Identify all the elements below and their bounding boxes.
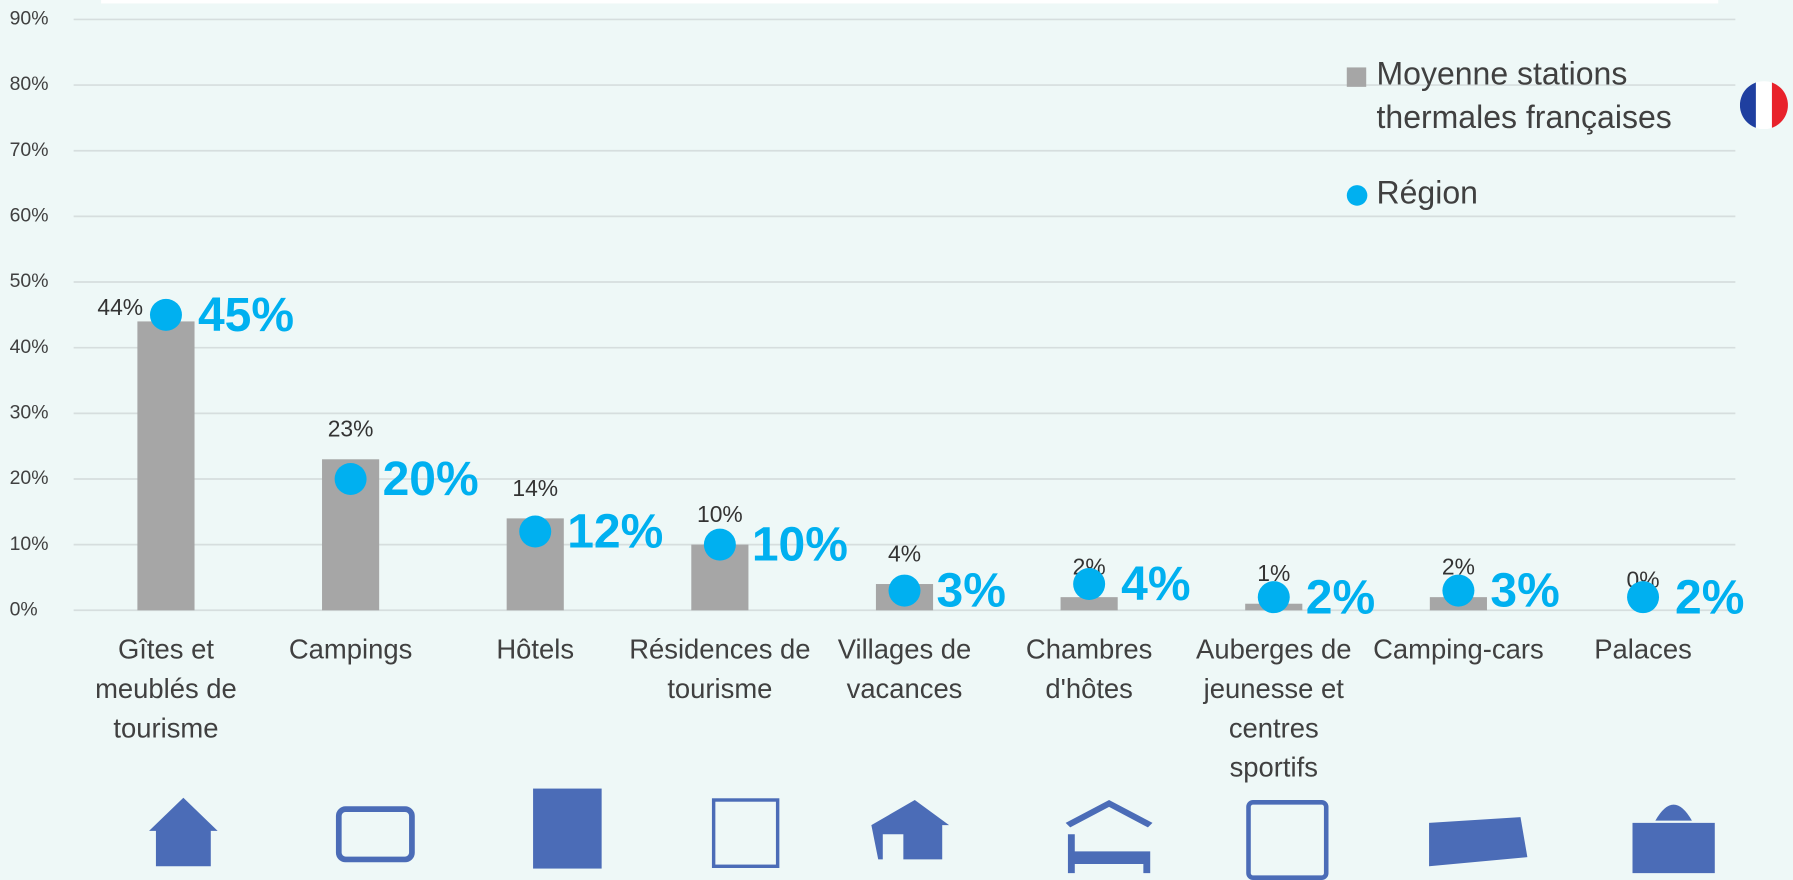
icon-hotel <box>533 788 602 869</box>
dot <box>519 515 552 548</box>
flag <box>1739 81 1788 130</box>
x-tick-label: Auberges de jeunesse et centres sportifs <box>1196 634 1351 783</box>
x-tick-label: Villages de vacances <box>838 634 972 704</box>
legend-swatch <box>1346 67 1367 87</box>
bar <box>137 321 195 611</box>
x-tick-label: Gîtes et meublés de tourisme <box>95 634 237 744</box>
dot <box>334 462 367 495</box>
y-tick-label: 40% <box>10 336 49 358</box>
dot-value-label: 12% <box>567 506 663 559</box>
legend-label: Région <box>1377 175 1478 211</box>
icon-house <box>149 797 218 867</box>
icon-camping <box>335 806 415 863</box>
dot-value-label: 20% <box>383 453 479 506</box>
dot <box>1257 581 1290 614</box>
y-tick-label: 90% <box>10 8 49 30</box>
icon-village <box>871 800 950 860</box>
icon-chambres <box>1065 800 1153 874</box>
bar-value-label: 4% <box>888 540 921 566</box>
bar-value-label: 14% <box>512 475 558 501</box>
dot-value-label: 2% <box>1675 571 1744 624</box>
x-tick-label: Campings <box>289 634 412 665</box>
dot <box>149 298 182 331</box>
dot <box>1627 581 1660 614</box>
legend-label: Moyenne stations thermales françaises <box>1377 56 1672 135</box>
dot <box>703 528 736 561</box>
bar-value-label: 44% <box>97 294 143 320</box>
x-tick-label: Palaces <box>1594 634 1692 665</box>
y-tick-label: 30% <box>10 401 49 423</box>
dot <box>1073 568 1106 601</box>
y-tick-label: 50% <box>10 270 49 292</box>
x-tick-label: Chambres d'hôtes <box>1026 634 1152 704</box>
dot-value-label: 45% <box>198 289 294 342</box>
y-tick-label: 20% <box>10 467 49 489</box>
y-tick-label: 10% <box>10 533 49 555</box>
icon-residence <box>711 798 780 868</box>
x-tick-label: Résidences de tourisme <box>629 634 810 704</box>
y-tick-label: 70% <box>10 139 49 161</box>
dot-value-label: 10% <box>752 519 848 572</box>
icon-camping-car <box>1429 817 1528 867</box>
y-tick-label: 60% <box>10 205 49 227</box>
icon-auberge <box>1246 800 1329 880</box>
dot-value-label: 3% <box>937 565 1006 618</box>
category-icons <box>149 788 1715 880</box>
dot <box>888 574 921 607</box>
x-tick-label: Camping-cars <box>1373 634 1544 665</box>
bar-value-label: 10% <box>697 501 743 527</box>
y-tick-label: 80% <box>10 73 49 95</box>
x-tick-label: Hôtels <box>496 634 574 665</box>
bar-value-label: 23% <box>328 416 374 442</box>
bar <box>1060 597 1118 611</box>
dot-value-label: 4% <box>1121 558 1190 611</box>
legend-swatch <box>1346 185 1368 206</box>
y-tick-label: 0% <box>10 598 38 620</box>
icon-palace <box>1632 804 1715 874</box>
dot-value-label: 3% <box>1490 565 1559 618</box>
top-strip <box>101 0 1719 4</box>
dot <box>1442 574 1475 607</box>
dot-value-label: 2% <box>1306 571 1375 624</box>
